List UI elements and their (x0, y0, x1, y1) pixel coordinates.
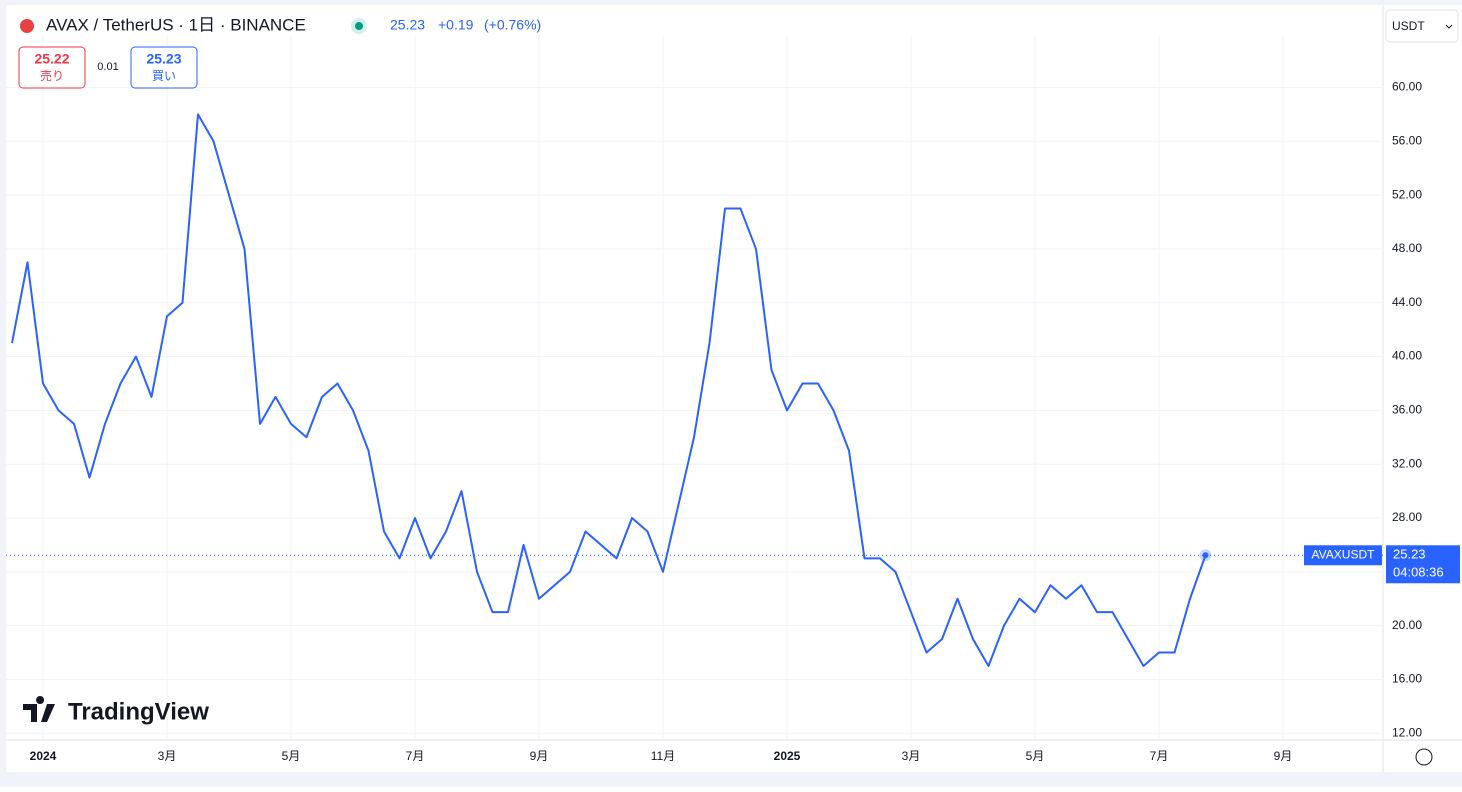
y-tick-label: 16.00 (1392, 672, 1422, 686)
price-line (11, 113, 1207, 668)
price-badge-text: 25.23 (1393, 547, 1426, 562)
x-tick-label: 3月 (902, 749, 921, 763)
bottom-strip (0, 772, 1462, 787)
left-strip (0, 0, 6, 787)
countdown: 04:08:36 (1393, 565, 1444, 580)
x-tick-label: 11月 (651, 749, 675, 763)
logo: TradingView (68, 698, 209, 725)
x-tick-label: 2025 (774, 749, 801, 763)
logo-mark (23, 696, 55, 722)
last-point (1202, 552, 1209, 559)
y-tick-label: 20.00 (1392, 618, 1422, 632)
x-tick-label: 7月 (406, 749, 425, 763)
x-tick-label: 5月 (1026, 749, 1045, 763)
x-tick-label: 7月 (1150, 749, 1169, 763)
status-dot (355, 22, 363, 30)
change: +0.19 (438, 17, 474, 33)
buy-button[interactable] (130, 46, 198, 89)
currency: USDT (1392, 19, 1425, 33)
top-strip (0, 0, 1462, 5)
y-tick-label: 40.00 (1392, 349, 1422, 363)
y-tick-label: 60.00 (1392, 80, 1422, 94)
spread: 0.01 (97, 61, 118, 73)
y-tick-label: 44.00 (1392, 295, 1422, 309)
y-tick-label: 32.00 (1392, 456, 1422, 470)
y-tick-label: 52.00 (1392, 187, 1422, 201)
x-tick-label: 5月 (282, 749, 301, 763)
y-tick-label: 56.00 (1392, 133, 1422, 147)
ticker-badge (1304, 545, 1382, 566)
y-tick-label: 12.00 (1392, 725, 1422, 739)
x-tick-label: 2024 (30, 749, 57, 763)
change-pct: (+0.76%) (484, 17, 541, 33)
sell-button[interactable] (18, 46, 86, 89)
ticker-badge-text: AVAXUSDT (1312, 547, 1376, 561)
x-tick-label: 3月 (158, 749, 177, 763)
currency-select[interactable] (1385, 9, 1459, 43)
symbol-icon (20, 19, 34, 33)
grid (6, 35, 1383, 740)
x-tick-label: 9月 (530, 749, 549, 763)
y-tick-label: 36.00 (1392, 403, 1422, 417)
sell-label: 売り (40, 68, 64, 83)
x-tick-label: 9月 (1274, 749, 1293, 763)
buy-price: 25.23 (146, 51, 181, 67)
y-tick-label: 48.00 (1392, 241, 1422, 255)
price-badge (1386, 545, 1460, 584)
buy-label: 買い (152, 69, 176, 83)
sell-price: 25.22 (34, 51, 69, 67)
settings-icon[interactable] (1415, 748, 1433, 766)
chevron (1445, 24, 1453, 29)
symbol: AVAX / TetherUS · 1日 · BINANCE (46, 15, 306, 34)
y-tick-label: 28.00 (1392, 510, 1422, 524)
price: 25.23 (390, 17, 425, 33)
